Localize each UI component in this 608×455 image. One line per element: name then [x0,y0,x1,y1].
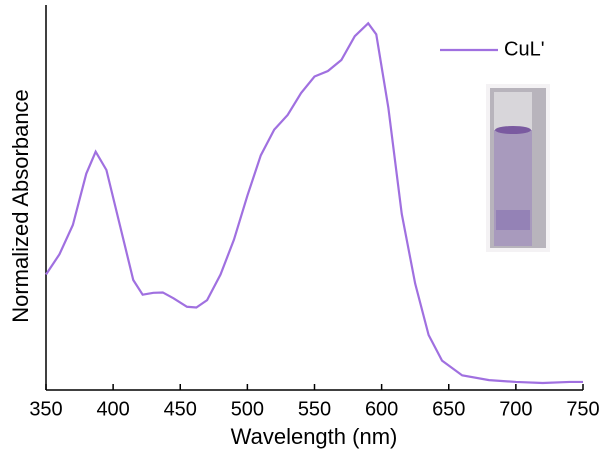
x-tick-label: 450 [164,398,197,420]
y-axis-title: Normalized Absorbance [8,89,33,323]
cuvette-photo [486,84,550,252]
x-axis-title: Wavelength (nm) [231,424,398,449]
x-tick-label: 750 [566,398,599,420]
meniscus [495,126,531,134]
liquid-shade [496,210,530,230]
x-tick-label: 400 [96,398,129,420]
x-tick-label: 350 [29,398,62,420]
data-line [45,21,583,385]
x-tick-label: 500 [231,398,264,420]
x-tick-label: 600 [365,398,398,420]
x-tick-label: 650 [432,398,465,420]
legend-label: CuL' [504,38,545,60]
x-tick-label: 700 [499,398,532,420]
cuvette-top [494,92,532,130]
x-tick-label: 550 [298,398,331,420]
